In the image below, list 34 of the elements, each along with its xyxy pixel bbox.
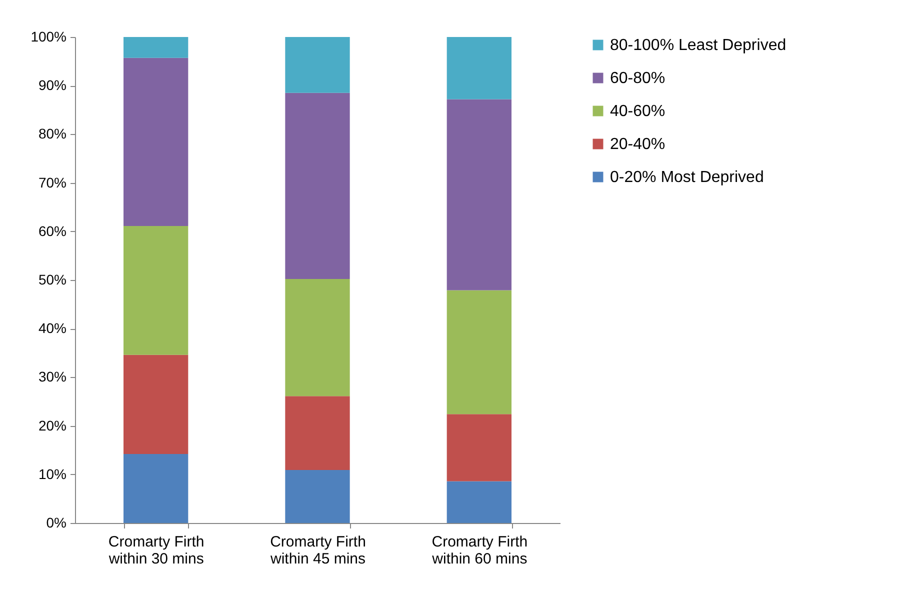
x-tick-label: Cromarty Firth within 60 mins <box>431 534 528 568</box>
y-tick-label: 10% <box>38 466 66 482</box>
legend-label: 80-100% Least Deprived <box>610 37 786 54</box>
bar <box>124 37 188 58</box>
y-tick-label: 30% <box>38 368 66 385</box>
legend-label: 20-40% <box>610 136 666 153</box>
legend-label: 40-60% <box>610 103 666 120</box>
bar <box>446 414 512 482</box>
bar <box>285 470 350 523</box>
y-tick-label: 40% <box>38 320 66 336</box>
bar <box>124 354 188 454</box>
y-tick-label: 50% <box>38 272 66 288</box>
legend-label: 0-20% Most Deprived <box>610 169 764 186</box>
bar <box>446 481 512 523</box>
bar <box>285 37 350 93</box>
bar <box>446 37 512 100</box>
bar <box>124 58 188 226</box>
bar <box>285 279 350 396</box>
y-tick-label: 100% <box>30 28 66 44</box>
y-tick-label: 60% <box>38 222 66 239</box>
y-tick-label: 80% <box>38 126 66 142</box>
x-tick-label: Cromarty Firth within 30 mins <box>108 534 204 568</box>
bar <box>285 92 350 280</box>
bar <box>124 226 188 355</box>
bar <box>446 99 512 290</box>
bar <box>446 290 512 414</box>
bar <box>285 396 350 470</box>
y-tick-label: 0% <box>46 514 66 530</box>
y-tick-label: 90% <box>38 77 66 94</box>
bar <box>124 454 188 523</box>
x-tick-label: Cromarty Firth within 45 mins <box>269 534 366 568</box>
y-tick-label: 20% <box>38 417 66 434</box>
y-tick-label: 70% <box>38 174 66 190</box>
legend-label: 60-80% <box>610 70 666 87</box>
